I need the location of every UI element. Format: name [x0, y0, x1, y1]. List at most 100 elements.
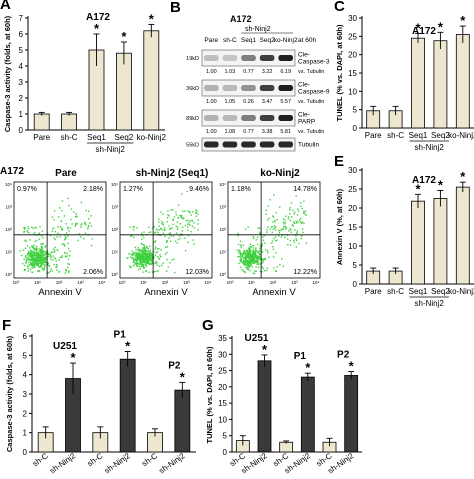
flow-plot-frame: [13, 181, 107, 279]
flow-dot: [246, 262, 248, 264]
flow-dot: [160, 211, 162, 213]
flow-dot: [31, 259, 34, 262]
flow-dot: [166, 240, 168, 242]
flow-dot: [69, 250, 71, 252]
flow-dot: [141, 238, 143, 241]
flow-dot: [87, 228, 89, 230]
flow-dot: [143, 252, 146, 255]
flow-dot: [20, 254, 23, 257]
flow-dot: [244, 260, 247, 262]
y-axis-label: TUNEL (% vs. DAPI, at 60h): [205, 346, 214, 443]
band-quant: 1.08: [225, 129, 236, 135]
x-axis-label: Annexin V: [252, 287, 296, 298]
flow-dot: [259, 247, 261, 249]
flow-dot: [290, 228, 292, 231]
flow-dot: [251, 256, 253, 258]
western-blot: B A172 sh-Ninj2 Pare sh-C Seq1 Seq2 ko-Ninj2 at …: [170, 0, 330, 152]
flow-dot: [41, 254, 44, 257]
panel-f: F 0 1 2 3 4 5 6 Caspase-3 activity (folds, at 60…: [0, 316, 210, 475]
flow-dot: [176, 221, 179, 223]
flow-dot: [145, 258, 147, 260]
flow-dot: [30, 254, 33, 256]
flow-dot: [145, 269, 148, 272]
flow-dot: [243, 249, 245, 252]
flow-dot: [56, 236, 58, 238]
y-tick-label: 5: [353, 261, 358, 270]
flow-dot: [245, 259, 247, 261]
y-tick-label: 10¹: [219, 250, 226, 255]
flow-dot: [252, 253, 255, 256]
flow-dot: [246, 263, 249, 266]
flow-dot: [244, 251, 247, 253]
flow-dot: [248, 261, 250, 263]
flow-dot: [184, 237, 186, 239]
flow-dot: [305, 242, 308, 244]
flow-dot: [147, 247, 150, 250]
flow-dot: [274, 221, 276, 223]
flow-dot: [153, 262, 155, 265]
flow-dot: [249, 255, 251, 258]
flow-dot: [157, 231, 159, 234]
x-tick-label: 10⁰: [227, 280, 234, 285]
flow-dot: [245, 266, 247, 269]
flow-dot: [268, 217, 270, 220]
flow-dot: [247, 226, 249, 228]
flow-dot: [29, 263, 31, 266]
flow-dot: [158, 229, 160, 231]
flow-dot: [171, 227, 173, 229]
y-tick-label: 20: [218, 383, 227, 392]
flow-dot: [183, 217, 185, 219]
flow-dot: [33, 233, 35, 235]
flow-dot: [161, 220, 163, 223]
flow-dot: [30, 252, 33, 255]
flow-dot: [39, 264, 42, 267]
panel-letter-a: A: [0, 0, 11, 13]
flow-dot: [129, 266, 132, 269]
flow-dot: [32, 259, 35, 261]
flow-dot: [179, 223, 181, 225]
flow-dot: [68, 255, 71, 257]
flow-dot: [246, 255, 248, 258]
flow-dot: [148, 259, 150, 262]
flow-dot: [252, 252, 255, 255]
flow-dot: [35, 256, 38, 258]
protein-label: Caspase-9: [298, 89, 330, 96]
flow-dot: [175, 211, 177, 214]
flow-dot: [137, 253, 139, 255]
flow-dot: [148, 258, 151, 260]
flow-dot: [252, 244, 255, 247]
flow-dot: [80, 201, 83, 204]
flow-dot: [147, 253, 149, 255]
flow-dot: [37, 256, 40, 258]
flow-dot: [135, 248, 137, 251]
flow-dot: [28, 231, 30, 234]
flow-dot: [240, 246, 243, 249]
flow-dot: [265, 269, 268, 272]
flow-dot: [177, 204, 180, 206]
flow-dot: [253, 251, 256, 254]
flow-dot: [257, 256, 259, 258]
flow-dot: [132, 253, 135, 256]
flow-dot: [148, 262, 150, 264]
flow-dot: [240, 259, 243, 261]
flow-dot: [239, 259, 242, 262]
flow-dot: [188, 211, 191, 213]
flow-dot: [159, 234, 162, 236]
flow-dot: [278, 232, 281, 234]
flow-dot: [144, 259, 146, 261]
y-tick-label: 10⁴: [5, 182, 12, 187]
flow-dot: [131, 235, 133, 237]
flow-dot: [169, 262, 171, 264]
flow-dot: [153, 271, 155, 273]
flow-dot: [53, 263, 55, 266]
flow-dot: [138, 257, 140, 259]
flow-dot: [27, 250, 30, 253]
flow-dot: [286, 234, 289, 237]
flow-dot: [31, 265, 34, 267]
flow-dot: [257, 266, 260, 268]
flow-dot: [37, 258, 40, 260]
flow-dot: [287, 216, 290, 218]
flow-dot: [296, 214, 299, 216]
flow-dot: [145, 264, 147, 266]
flow-dot: [42, 243, 45, 245]
